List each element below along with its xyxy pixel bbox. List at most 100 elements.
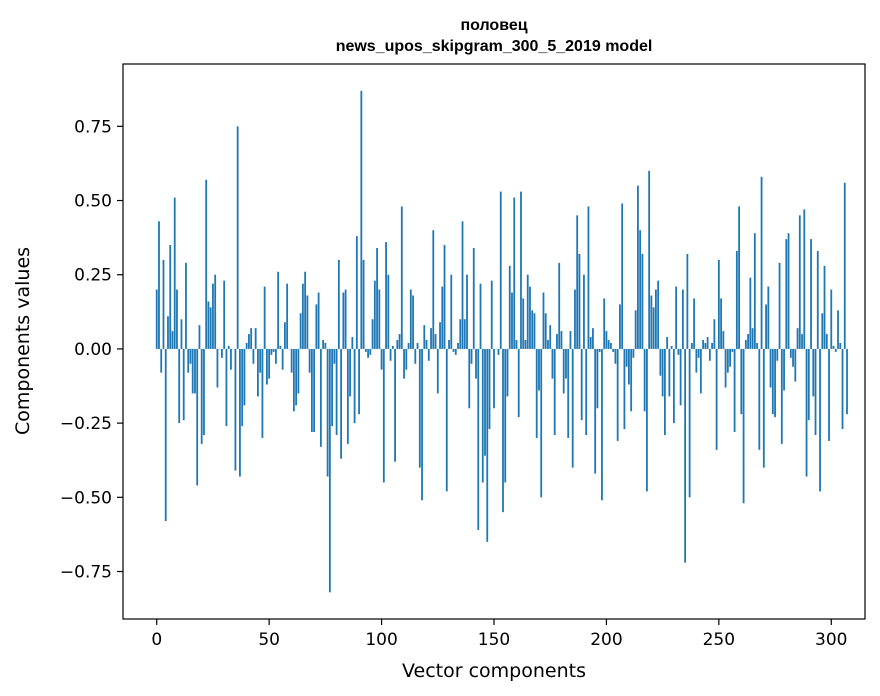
bar bbox=[223, 280, 226, 349]
bar bbox=[236, 126, 239, 349]
bar bbox=[670, 345, 673, 349]
bar bbox=[373, 280, 376, 349]
bar bbox=[677, 348, 680, 355]
bar bbox=[630, 348, 633, 412]
bar bbox=[187, 348, 190, 373]
bar bbox=[753, 233, 756, 349]
bar bbox=[574, 289, 576, 349]
bar bbox=[697, 348, 700, 358]
bar bbox=[209, 307, 212, 349]
bar bbox=[497, 348, 500, 355]
bar bbox=[735, 250, 738, 349]
bar bbox=[646, 348, 648, 492]
bar bbox=[594, 348, 597, 474]
bar bbox=[234, 348, 237, 471]
bar bbox=[319, 348, 322, 447]
bar bbox=[360, 90, 363, 349]
bar bbox=[261, 348, 264, 438]
bar bbox=[769, 348, 772, 388]
bar bbox=[587, 206, 590, 349]
x-axis-label: Vector components bbox=[402, 660, 586, 682]
bar bbox=[834, 348, 837, 352]
bar bbox=[452, 348, 455, 352]
bar bbox=[684, 348, 687, 563]
bar bbox=[751, 328, 754, 349]
bar bbox=[317, 292, 320, 349]
bar bbox=[812, 348, 815, 397]
bar bbox=[830, 289, 833, 349]
bar bbox=[592, 328, 594, 349]
bar bbox=[441, 286, 444, 349]
bar bbox=[427, 348, 430, 361]
chart-subtitle: news_upos_skipgram_300_5_2019 model bbox=[336, 38, 653, 55]
bar bbox=[200, 348, 203, 444]
bar bbox=[328, 348, 331, 593]
bar bbox=[221, 348, 223, 358]
bar bbox=[185, 262, 187, 349]
bar bbox=[713, 319, 716, 349]
bar bbox=[225, 348, 228, 427]
bar bbox=[281, 348, 284, 370]
bar bbox=[634, 310, 637, 349]
bar bbox=[650, 295, 653, 349]
bar bbox=[394, 348, 396, 462]
bar-series bbox=[155, 90, 848, 593]
bar bbox=[212, 283, 214, 349]
bar bbox=[583, 274, 585, 349]
bar bbox=[493, 348, 495, 409]
bar bbox=[598, 348, 601, 352]
bar bbox=[162, 259, 165, 349]
bar bbox=[400, 206, 403, 349]
bar bbox=[268, 348, 271, 379]
bar bbox=[331, 348, 334, 427]
bar bbox=[470, 348, 473, 364]
bar bbox=[742, 348, 745, 504]
x-tick-label: 50 bbox=[258, 630, 280, 650]
bar bbox=[672, 348, 675, 424]
bar bbox=[603, 298, 606, 349]
bar bbox=[619, 304, 621, 349]
bar bbox=[378, 289, 381, 349]
bar bbox=[666, 337, 669, 349]
bar bbox=[259, 348, 262, 373]
bar bbox=[486, 348, 489, 542]
bar bbox=[758, 348, 761, 450]
bar bbox=[430, 328, 432, 349]
bar bbox=[506, 348, 509, 397]
bar bbox=[686, 253, 689, 349]
bar bbox=[504, 348, 507, 483]
bar bbox=[164, 348, 167, 522]
bar bbox=[621, 203, 624, 349]
bar bbox=[304, 271, 307, 349]
bar bbox=[322, 340, 325, 349]
bar bbox=[340, 348, 342, 459]
bar bbox=[511, 292, 513, 349]
bar bbox=[335, 348, 338, 435]
bar bbox=[578, 253, 581, 349]
bar bbox=[785, 239, 788, 349]
bar bbox=[443, 245, 446, 349]
bar bbox=[616, 348, 619, 441]
bar bbox=[315, 304, 318, 349]
chart-title: половец bbox=[460, 17, 527, 34]
bar bbox=[807, 348, 810, 421]
bar bbox=[805, 348, 808, 477]
bar bbox=[560, 331, 563, 349]
bar bbox=[628, 348, 630, 385]
bar bbox=[623, 348, 626, 430]
bar bbox=[178, 348, 181, 424]
bar bbox=[596, 348, 599, 409]
bar bbox=[531, 310, 534, 349]
bar bbox=[540, 348, 543, 498]
bar bbox=[412, 295, 414, 349]
bar bbox=[733, 348, 736, 433]
bar bbox=[403, 348, 405, 379]
bar bbox=[439, 322, 441, 349]
bar bbox=[690, 342, 693, 349]
bar bbox=[189, 348, 192, 364]
bar bbox=[481, 348, 484, 483]
bar bbox=[198, 325, 201, 349]
bar bbox=[661, 348, 664, 397]
bar bbox=[292, 348, 295, 412]
